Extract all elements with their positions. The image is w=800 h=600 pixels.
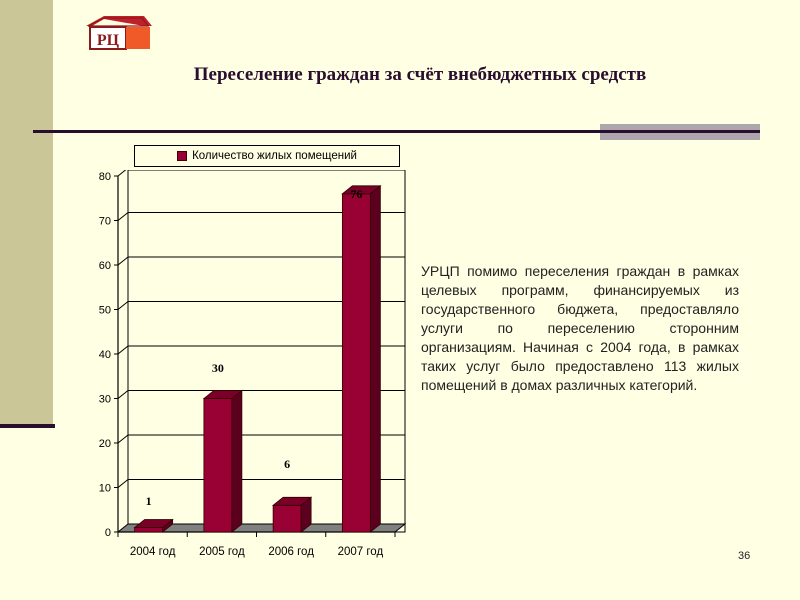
data-label: 1 (146, 494, 152, 508)
x-tick-label: 2005 год (199, 546, 245, 558)
bar-front (134, 527, 164, 533)
gridline-diagonal (117, 301, 129, 310)
legend-label: Количество жилых помещений (192, 150, 357, 162)
page-number: 36 (738, 550, 751, 562)
y-tick-label: 30 (99, 394, 111, 406)
y-tick-label: 50 (99, 305, 111, 317)
house-logo-icon: РЦ (86, 16, 152, 50)
gridline-diagonal (117, 434, 129, 444)
bar-top (341, 185, 382, 195)
y-tick-label: 70 (99, 216, 111, 228)
description-text: УРЦП помимо переселения граждан в рамках… (421, 263, 739, 393)
header-rule (33, 130, 760, 133)
bar-side (369, 184, 381, 533)
bar-front (203, 398, 233, 533)
bar-front (272, 504, 302, 533)
bar-top (271, 496, 313, 506)
bar-chart: 0 10 20 30 40 50 60 70 80 2004 год 2005 год 2006 го… (99, 170, 407, 558)
svg-text:РЦ: РЦ (97, 32, 120, 49)
left-band-underline (0, 424, 55, 428)
y-tick-label: 20 (99, 438, 111, 450)
gridline-diagonal (117, 479, 129, 488)
bar-front (341, 193, 371, 533)
x-tick-label: 2004 год (130, 546, 176, 558)
bar-top (133, 519, 174, 528)
legend-swatch (177, 151, 188, 161)
slide-title: Переселение граждан за счёт внебюджетных… (193, 64, 647, 85)
y-tick-label: 40 (99, 349, 111, 361)
data-label: 30 (212, 361, 224, 375)
y-tick-label: 0 (105, 527, 111, 539)
gridline-diagonal (117, 170, 127, 177)
data-label: 6 (284, 457, 290, 471)
bar-side (231, 389, 243, 533)
y-tick-label: 80 (99, 171, 111, 183)
gridline-diagonal (117, 256, 129, 266)
y-tick-label: 10 (99, 483, 111, 495)
y-tick-label: 60 (99, 260, 111, 272)
left-decor-band (0, 0, 53, 425)
bar-top (202, 390, 244, 399)
data-label: 76 (350, 187, 362, 201)
x-tick-label: 2006 год (268, 546, 314, 558)
x-tick-label: 2007 год (338, 546, 384, 558)
chart-legend: Количество жилых помещений (134, 145, 400, 167)
gridline-diagonal (117, 390, 129, 399)
gridline-diagonal (117, 212, 129, 221)
gridline-diagonal (117, 345, 129, 355)
